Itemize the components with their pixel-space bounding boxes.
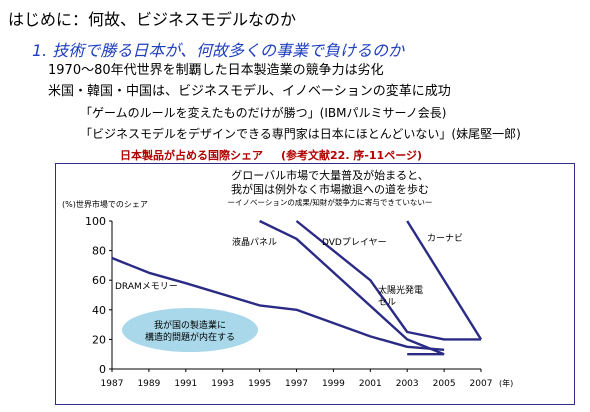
annotation-line: 我が国の製造業に [154,319,226,331]
bullet-2: 米国・韓国・中国は、ビジネスモデル、イノベーションの変革に成功 [48,84,451,99]
x-tick-label: 2005 [433,379,456,389]
y-tick-label: 0 [99,363,106,376]
slide-heading: はじめに：何故、ビジネスモデルなのか [8,10,297,29]
x-axis-unit: (年) [499,378,513,388]
slide-subheading: 1. 技術で勝る日本が、何故多くの事業で負けるのか [32,41,405,60]
x-tick-label: 1993 [211,379,234,389]
chart-subtitle: ーイノベーションの成果/知財が競争力に寄与できていないー [228,197,433,207]
series-carnavi-line [406,220,483,341]
x-tick-label: 2001 [359,379,382,389]
series-dram-line [111,256,445,351]
annotation-text: 我が国の製造業に構造的問題が内在する [145,319,235,343]
y-tick-label: 60 [92,274,106,287]
x-tick-label: 1991 [174,379,197,389]
series-lcd-line [259,219,445,356]
label-dram: DRAMメモリー [115,282,178,292]
solar-label-line: 太陽光発電 [378,284,423,296]
x-tick-label: 2007 [470,379,493,389]
y-axis-label: (%)世界市場でのシェア [62,199,148,209]
chart-reference: (参考文献22. 序-11ページ) [281,149,423,162]
solar-label-line: セル [378,297,396,308]
label-dvd: DVDプレイヤー [322,237,387,248]
x-tick-label: 1989 [137,379,160,389]
x-tick-label: 1999 [322,379,345,389]
x-tick-label: 1987 [101,379,124,389]
series-dvd-line [295,220,481,341]
label-lcd: 液晶パネル [232,236,277,248]
y-tick-label: 80 [92,245,106,258]
label-solar: 太陽光発電セル [378,284,423,308]
bullet-1: 1970～80年代世界を制覇した日本製造業の競争力は劣化 [48,63,384,78]
chart-title-2: 我が国は例外なく市場撤退への道を歩む [231,182,429,196]
x-tick-label: 2003 [396,379,419,389]
quote-1: 「ゲームのルールを変えたものだけが勝つ」(IBMパルミサーノ会長) [80,106,447,120]
chart-heading: 日本製品が占める国際シェア [120,149,263,162]
annotation-line: 構造的問題が内在する [145,331,235,343]
label-carnavi: カーナビ [427,233,463,244]
chart-frame [55,163,575,405]
quote-2: 「ビジネスモデルをデザインできる専門家は日本にほとんどいない」(妹尾堅一郎) [80,127,521,141]
chart-title-1: グローバル市場で大量普及が始まると、 [231,168,428,182]
y-tick-label: 100 [85,215,106,228]
annotation-bubble [122,308,258,352]
y-tick-label: 40 [92,304,106,317]
chart-heading-row: 日本製品が占める国際シェア (参考文献22. 序-11ページ) [120,147,422,163]
x-tick-label: 1997 [285,379,308,389]
y-tick-label: 20 [92,333,106,346]
x-tick-label: 1995 [248,379,271,389]
